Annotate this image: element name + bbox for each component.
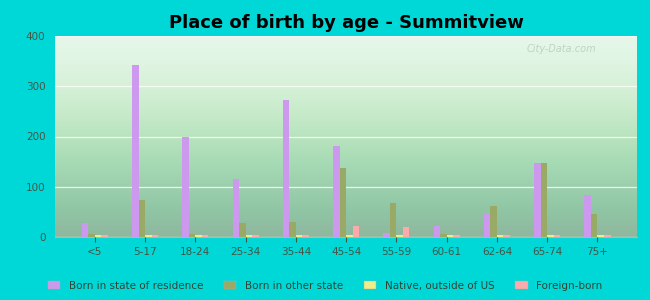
- Bar: [396, 236, 403, 237]
- Bar: [101, 236, 108, 237]
- Bar: [188, 235, 195, 237]
- Bar: [239, 223, 246, 237]
- Title: Place of birth by age - Summitview: Place of birth by age - Summitview: [169, 14, 523, 32]
- Bar: [302, 236, 309, 237]
- Bar: [384, 233, 390, 237]
- Bar: [233, 179, 239, 237]
- Bar: [145, 236, 151, 237]
- Bar: [453, 236, 460, 237]
- Bar: [333, 146, 339, 237]
- Bar: [283, 100, 289, 237]
- Bar: [547, 236, 554, 237]
- Bar: [497, 236, 504, 237]
- Bar: [504, 236, 510, 237]
- Legend: Born in state of residence, Born in other state, Native, outside of US, Foreign-: Born in state of residence, Born in othe…: [44, 277, 606, 295]
- Bar: [440, 235, 447, 237]
- Bar: [202, 236, 209, 237]
- Bar: [246, 236, 252, 237]
- Bar: [296, 236, 302, 237]
- Bar: [353, 226, 359, 237]
- Text: City-Data.com: City-Data.com: [526, 44, 596, 54]
- Bar: [151, 236, 158, 237]
- Bar: [82, 223, 88, 237]
- Bar: [346, 236, 353, 237]
- Bar: [132, 64, 138, 237]
- Bar: [339, 168, 346, 237]
- Bar: [541, 163, 547, 237]
- Bar: [591, 214, 597, 237]
- Bar: [534, 163, 541, 237]
- Bar: [434, 226, 440, 237]
- Bar: [182, 136, 188, 237]
- Bar: [252, 236, 259, 237]
- Bar: [484, 213, 490, 237]
- Bar: [584, 195, 591, 237]
- Bar: [447, 236, 453, 237]
- Bar: [554, 236, 560, 237]
- Bar: [95, 236, 101, 237]
- Bar: [490, 206, 497, 237]
- Bar: [403, 227, 410, 237]
- Bar: [195, 236, 202, 237]
- Bar: [604, 236, 610, 237]
- Bar: [138, 200, 145, 237]
- Bar: [88, 235, 95, 237]
- Bar: [597, 236, 604, 237]
- Bar: [289, 222, 296, 237]
- Bar: [390, 203, 396, 237]
